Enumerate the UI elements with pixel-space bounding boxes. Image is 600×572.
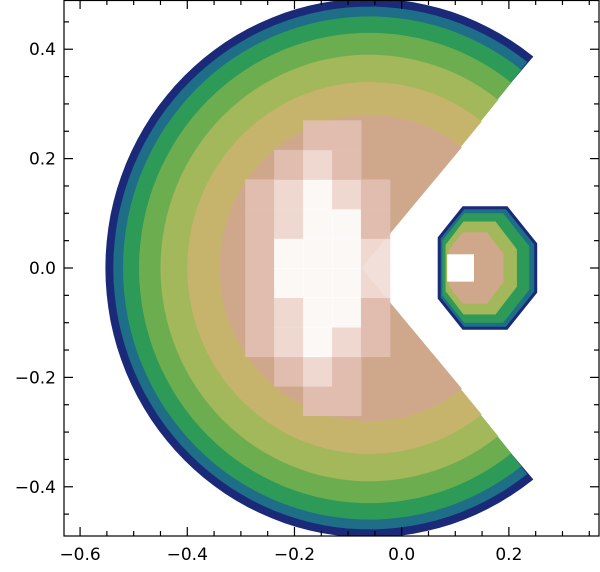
heat-cell bbox=[274, 238, 304, 269]
heat-cell bbox=[274, 327, 304, 358]
y-axis-ticks bbox=[64, 21, 599, 515]
main-lobe-cells bbox=[245, 120, 391, 417]
heat-cell bbox=[360, 297, 391, 328]
heat-cell bbox=[360, 238, 391, 269]
heat-cell bbox=[274, 356, 304, 387]
heat-cell bbox=[274, 149, 304, 180]
heat-cell bbox=[332, 386, 362, 417]
heat-cell bbox=[303, 179, 333, 210]
satellite-peak-cell bbox=[447, 254, 474, 282]
heat-cell bbox=[303, 268, 333, 298]
heat-cell bbox=[332, 179, 362, 210]
x-tick-label: 0.2 bbox=[495, 545, 522, 565]
heat-cell bbox=[303, 356, 333, 387]
heat-cell bbox=[245, 208, 275, 239]
heat-cell bbox=[332, 208, 362, 239]
heat-cell bbox=[303, 120, 333, 151]
x-tick-label: −0.4 bbox=[167, 545, 208, 565]
heat-cell bbox=[303, 327, 333, 358]
y-tick-label: −0.4 bbox=[15, 478, 56, 498]
heat-cell bbox=[303, 149, 333, 180]
heat-cell bbox=[332, 149, 362, 180]
heat-cell bbox=[360, 179, 391, 210]
heat-cell bbox=[332, 356, 362, 387]
heat-cell bbox=[332, 268, 362, 298]
heat-cell bbox=[360, 268, 391, 298]
heat-cell bbox=[245, 179, 275, 210]
satellite-contour-level-3 bbox=[448, 232, 504, 304]
heat-cell bbox=[360, 208, 391, 239]
y-tick-label: −0.2 bbox=[15, 368, 56, 388]
plot-area bbox=[105, 0, 538, 536]
x-tick-label: −0.2 bbox=[274, 545, 315, 565]
heat-cell bbox=[303, 238, 333, 269]
heat-cell bbox=[274, 179, 304, 210]
x-axis-tick-labels: −0.6 −0.4 −0.2 0.0 0.2 bbox=[59, 545, 522, 565]
heat-cell bbox=[303, 297, 333, 328]
x-axis-ticks bbox=[79, 0, 590, 536]
y-tick-label: 0.4 bbox=[29, 40, 56, 60]
heat-cell bbox=[332, 238, 362, 269]
heat-cell bbox=[274, 268, 304, 298]
heat-cell bbox=[332, 120, 362, 151]
heat-cell bbox=[360, 327, 391, 358]
satellite-lobe-cells bbox=[447, 254, 474, 282]
y-axis-tick-labels: −0.4 −0.2 0.0 0.2 0.4 bbox=[15, 40, 56, 498]
y-tick-label: 0.0 bbox=[29, 259, 56, 279]
heat-cell bbox=[332, 297, 362, 328]
heat-cell bbox=[303, 208, 333, 239]
satellite-lobe-contours bbox=[437, 206, 538, 330]
heat-cell bbox=[274, 297, 304, 328]
heat-cell bbox=[245, 238, 275, 269]
heat-cell bbox=[303, 386, 333, 417]
x-tick-label: −0.6 bbox=[59, 545, 100, 565]
x-tick-label: 0.0 bbox=[388, 545, 415, 565]
heat-cell bbox=[245, 297, 275, 328]
heat-cell bbox=[245, 327, 275, 358]
heat-cell bbox=[332, 327, 362, 358]
y-tick-label: 0.2 bbox=[29, 150, 56, 170]
heat-cell bbox=[274, 208, 304, 239]
heat-cell bbox=[245, 268, 275, 298]
